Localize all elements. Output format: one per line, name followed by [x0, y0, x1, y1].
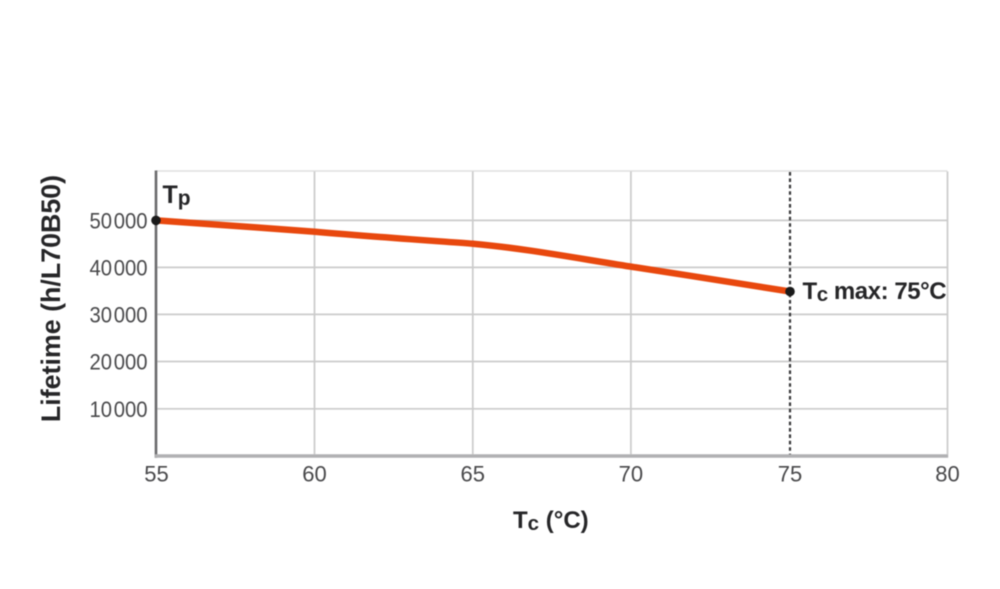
svg-text:65: 65 [461, 461, 485, 486]
svg-text:10 000: 10 000 [90, 397, 148, 422]
svg-text:75: 75 [778, 461, 802, 486]
svg-text:50 000: 50 000 [90, 208, 148, 233]
svg-text:Lifetime (h/L70B50): Lifetime (h/L70B50) [36, 175, 66, 422]
svg-text:70: 70 [619, 461, 643, 486]
svg-text:55: 55 [144, 461, 168, 486]
svg-text:30 000: 30 000 [90, 302, 148, 327]
svg-text:60: 60 [302, 461, 326, 486]
svg-text:20 000: 20 000 [90, 350, 148, 375]
svg-text:80: 80 [935, 461, 959, 486]
svg-text:Tc (°C): Tc (°C) [513, 507, 589, 535]
svg-text:Tc max: 75°C: Tc max: 75°C [803, 278, 947, 306]
svg-text:40 000: 40 000 [90, 255, 148, 280]
